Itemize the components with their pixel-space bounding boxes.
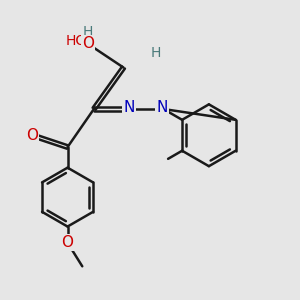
Text: H: H xyxy=(151,46,161,60)
Text: N: N xyxy=(156,100,167,115)
Text: O: O xyxy=(82,37,94,52)
Text: O: O xyxy=(61,235,74,250)
Text: O: O xyxy=(26,128,38,143)
Text: N: N xyxy=(124,100,135,115)
Text: HO: HO xyxy=(65,34,87,48)
Text: H: H xyxy=(83,25,93,39)
